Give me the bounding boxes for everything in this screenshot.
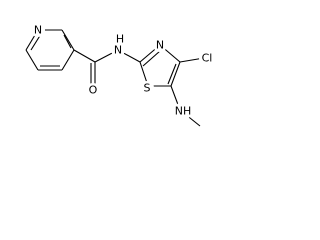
- atom-label: N: [34, 24, 42, 37]
- atom-labels: N O N H N S Cl NH: [31, 23, 215, 120]
- atom-label: O: [89, 84, 98, 97]
- structure-diagram: N O N H N S Cl NH: [25, 23, 215, 127]
- atom-label: H: [116, 33, 124, 46]
- atom-label: N: [114, 44, 122, 57]
- atom-label: N: [156, 39, 164, 52]
- bond: [73, 49, 96, 63]
- double-bond: [63, 34, 72, 49]
- double-bond: [142, 50, 161, 67]
- bond: [61, 49, 75, 71]
- bond: [170, 61, 181, 87]
- bond: [61, 29, 75, 51]
- atom-label: S: [144, 82, 151, 95]
- atom-label: Cl: [202, 52, 213, 65]
- bond: [25, 49, 39, 71]
- atom-label: NH: [175, 105, 192, 118]
- double-bond: [167, 63, 177, 85]
